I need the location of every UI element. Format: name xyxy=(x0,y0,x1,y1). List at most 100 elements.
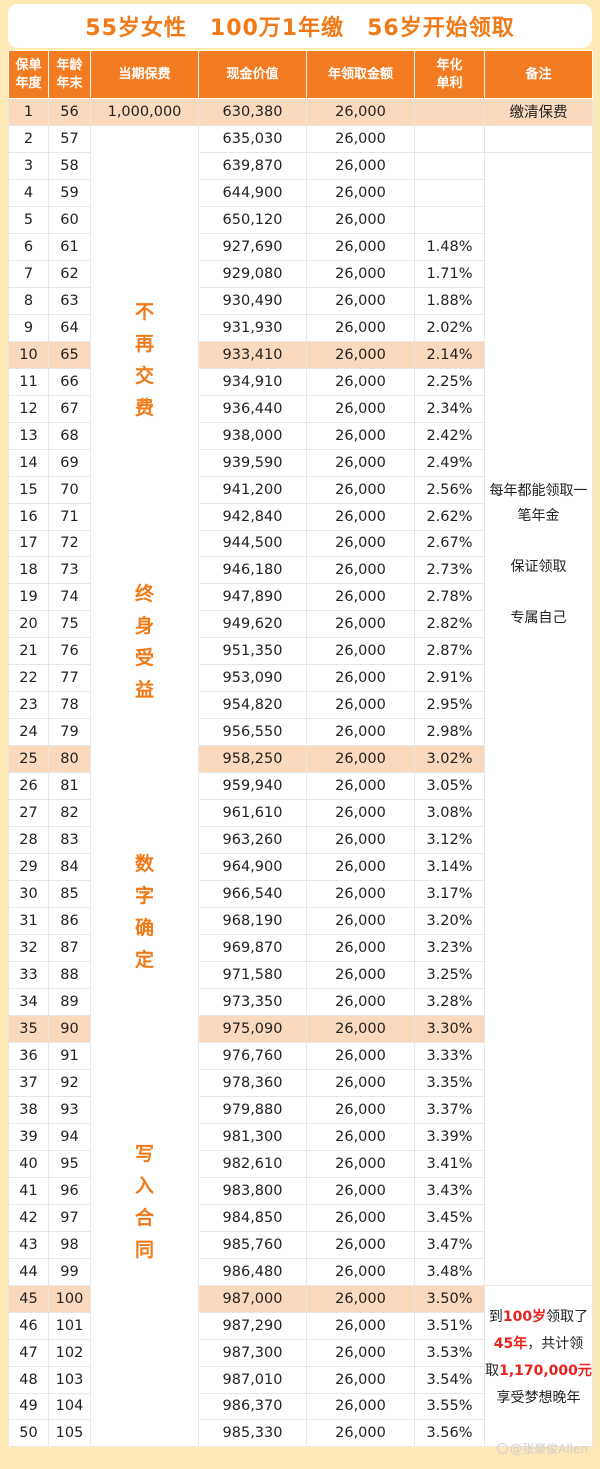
age-cell: 56 xyxy=(48,98,91,126)
note-line: 专属自己 xyxy=(510,609,567,626)
year-cell: 24 xyxy=(8,718,49,747)
year-cell: 31 xyxy=(8,907,49,936)
payout-cell: 26,000 xyxy=(306,799,415,828)
table-row: 22 77 953,090 26,000 2.91% xyxy=(8,664,593,693)
cash-value-cell: 951,350 xyxy=(198,637,307,666)
age-cell: 60 xyxy=(48,205,91,234)
table-row: 29 84 964,900 26,000 3.14% xyxy=(8,853,593,882)
benefit-table: 保单 年度 年龄 年末 当期保费 现金价值 年领取金额 年化 单利 备注 1 56 1,0… xyxy=(8,50,593,1448)
payout-cell: 26,000 xyxy=(306,313,415,342)
table-row: 19 74 947,890 26,000 2.78% xyxy=(8,583,593,612)
table-row: 28 83 963,260 26,000 3.12% xyxy=(8,826,593,855)
table-body: 1 56 1,000,000 不再交费终身受益数字确定写入合同 630,380 26,00… xyxy=(8,97,593,1448)
rate-cell: 2.14% xyxy=(414,340,485,369)
cash-value-cell: 959,940 xyxy=(198,772,307,801)
payout-cell: 26,000 xyxy=(306,907,415,936)
year-cell: 9 xyxy=(8,313,49,342)
cash-value-cell: 986,370 xyxy=(198,1392,307,1421)
header-year: 保单 年度 xyxy=(8,50,49,99)
cash-value-cell: 944,500 xyxy=(198,529,307,558)
note-line: 笔年金 xyxy=(517,507,560,524)
cash-value-cell: 968,190 xyxy=(198,907,307,936)
year-cell: 23 xyxy=(8,691,49,720)
rate-cell: 3.50% xyxy=(414,1284,485,1313)
rate-cell: 3.45% xyxy=(414,1203,485,1232)
rate-cell: 3.54% xyxy=(414,1365,485,1394)
age-cell: 91 xyxy=(48,1041,91,1070)
table-row: 20 75 949,620 26,000 2.82% xyxy=(8,610,593,639)
table-row: 7 62 929,080 26,000 1.71% xyxy=(8,259,593,288)
table-row: 27 82 961,610 26,000 3.08% xyxy=(8,799,593,828)
rate-cell: 2.02% xyxy=(414,313,485,342)
age-cell: 89 xyxy=(48,987,91,1016)
year-cell: 10 xyxy=(8,340,49,369)
rate-cell xyxy=(414,178,485,207)
table-row: 4 59 644,900 26,000 xyxy=(8,178,593,207)
cash-value-cell: 984,850 xyxy=(198,1203,307,1232)
rate-cell: 2.95% xyxy=(414,691,485,720)
table-row: 2 57 635,030 26,000 xyxy=(8,124,593,153)
age-cell: 84 xyxy=(48,853,91,882)
rate-cell: 2.56% xyxy=(414,475,485,504)
rate-cell: 3.51% xyxy=(414,1311,485,1340)
age-cell: 88 xyxy=(48,961,91,989)
note-cell-summary: 到100岁领取了 45年，共计领 取1,170,000元 享受梦想晚年 xyxy=(484,1284,593,1448)
table-row: 24 79 956,550 26,000 2.98% xyxy=(8,718,593,747)
cash-value-cell: 934,910 xyxy=(198,367,307,396)
rate-cell: 3.39% xyxy=(414,1122,485,1151)
rate-cell: 3.08% xyxy=(414,799,485,828)
age-cell: 64 xyxy=(48,313,91,342)
year-cell: 19 xyxy=(8,583,49,612)
payout-cell: 26,000 xyxy=(306,1284,415,1313)
year-cell: 18 xyxy=(8,556,49,585)
cash-value-cell: 987,290 xyxy=(198,1311,307,1340)
cash-value-cell: 639,870 xyxy=(198,151,307,180)
year-cell: 26 xyxy=(8,772,49,801)
vertical-slogan: 数字确定 xyxy=(134,853,154,971)
rate-cell: 2.82% xyxy=(414,610,485,639)
payout-cell: 26,000 xyxy=(306,367,415,396)
table-row: 12 67 936,440 26,000 2.34% xyxy=(8,394,593,423)
year-cell: 4 xyxy=(8,178,49,207)
year-cell: 41 xyxy=(8,1176,49,1205)
cash-value-cell: 933,410 xyxy=(198,340,307,369)
age-cell: 86 xyxy=(48,907,91,936)
payout-cell: 26,000 xyxy=(306,1338,415,1367)
year-cell: 39 xyxy=(8,1122,49,1151)
rate-cell: 3.12% xyxy=(414,826,485,855)
table-row: 32 87 969,870 26,000 3.23% xyxy=(8,934,593,962)
year-cell: 47 xyxy=(8,1338,49,1367)
cash-value-cell: 987,010 xyxy=(198,1365,307,1394)
year-cell: 37 xyxy=(8,1068,49,1097)
age-cell: 81 xyxy=(48,772,91,801)
cash-value-cell: 987,300 xyxy=(198,1338,307,1367)
table-row: 38 93 979,880 26,000 3.37% xyxy=(8,1095,593,1124)
table-row: 30 85 966,540 26,000 3.17% xyxy=(8,880,593,909)
payout-cell: 26,000 xyxy=(306,178,415,207)
age-cell: 69 xyxy=(48,448,91,477)
header-rate: 年化 单利 xyxy=(414,50,485,99)
table-row: 45 100 987,000 26,000 3.50% 到100岁领取了 45年，共计领 取1… xyxy=(8,1284,593,1448)
premium-column-cell: 1,000,000 不再交费终身受益数字确定写入合同 xyxy=(90,97,199,1448)
rate-cell: 2.91% xyxy=(414,664,485,693)
payout-cell: 26,000 xyxy=(306,1176,415,1205)
payout-cell: 26,000 xyxy=(306,529,415,558)
payout-cell: 26,000 xyxy=(306,1014,415,1043)
year-cell: 20 xyxy=(8,610,49,639)
rate-cell: 2.25% xyxy=(414,367,485,396)
payout-cell: 26,000 xyxy=(306,583,415,612)
age-cell: 77 xyxy=(48,664,91,693)
header-premium: 当期保费 xyxy=(90,50,199,99)
age-cell: 101 xyxy=(48,1311,91,1340)
table-row: 42 97 984,850 26,000 3.45% xyxy=(8,1203,593,1232)
rate-cell: 2.98% xyxy=(414,718,485,747)
payout-cell: 26,000 xyxy=(306,1149,415,1178)
table-row: 13 68 938,000 26,000 2.42% xyxy=(8,421,593,450)
rate-cell: 3.33% xyxy=(414,1041,485,1070)
cash-value-cell: 644,900 xyxy=(198,178,307,207)
benefit-table-container: 保单 年度 年龄 年末 当期保费 现金价值 年领取金额 年化 单利 备注 1 56 1,0… xyxy=(8,50,593,1448)
year-cell: 21 xyxy=(8,637,49,666)
cash-value-cell: 987,000 xyxy=(198,1284,307,1313)
payout-cell: 26,000 xyxy=(306,1041,415,1070)
watermark-icon xyxy=(497,1443,509,1454)
